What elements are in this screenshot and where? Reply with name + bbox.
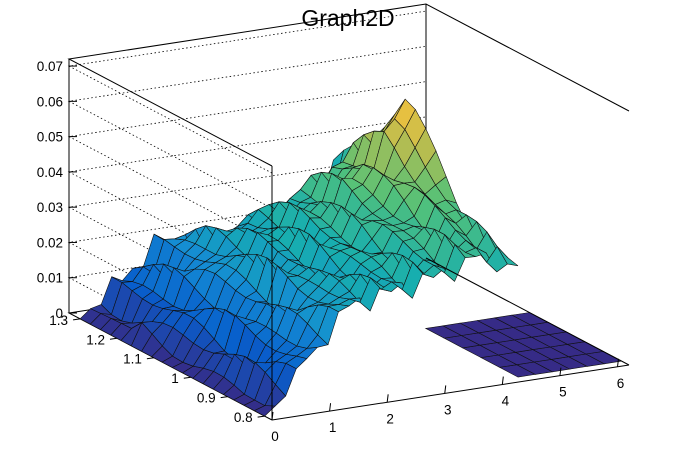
- z-tick-label: 0.01: [37, 271, 63, 286]
- y-tick-label: 1: [171, 371, 179, 386]
- x-tick: [559, 367, 562, 376]
- x-tick-label: 6: [617, 376, 625, 391]
- x-tick: [501, 376, 504, 385]
- surface: [79, 98, 623, 417]
- x-tick-label: 0: [271, 429, 279, 444]
- x-tick-label: 5: [559, 385, 567, 400]
- y-tick: [109, 337, 118, 340]
- top-back-edges: [67, 3, 630, 167]
- y-tick: [73, 318, 81, 321]
- x-tick: [616, 358, 619, 367]
- y-tick-label: 1.3: [49, 313, 68, 328]
- y-tick: [183, 376, 191, 379]
- z-tick-label: 0.05: [37, 130, 63, 145]
- y-tick-label: 0.8: [234, 410, 253, 425]
- z-axis: 0 0.01 0.02 0.03 0.04 0.05 0.06 0.07: [37, 59, 77, 321]
- z-tick-label: 0.04: [37, 165, 64, 180]
- z-tick-label: 0.03: [37, 200, 63, 215]
- z-tick-label: 0.07: [37, 59, 63, 74]
- y-tick: [220, 396, 228, 399]
- x-tick: [271, 411, 274, 421]
- z-tick-label: 0.02: [37, 235, 63, 250]
- chart-title: Graph2D: [301, 5, 394, 31]
- x-tick-label: 1: [329, 420, 337, 435]
- x-tick-label: 3: [444, 402, 452, 417]
- x-axis: 0 1 2 3 4 5 6: [271, 358, 625, 444]
- surface-cell: [496, 246, 519, 267]
- right-floor-edge: [425, 257, 630, 366]
- front-floor-edge: [271, 364, 630, 421]
- x-tick-label: 4: [502, 394, 510, 409]
- y-tick: [257, 415, 265, 418]
- z-tick-label: 0: [55, 306, 63, 321]
- y-axis: 0.8 0.9 1 1.1 1.2 1.3: [49, 313, 265, 425]
- x-tick: [386, 394, 389, 403]
- y-tick-label: 0.9: [197, 391, 216, 406]
- x-tick: [329, 403, 332, 412]
- y-tick: [146, 357, 154, 360]
- z-tick-label: 0.06: [37, 94, 63, 109]
- y-tick-label: 1.2: [86, 332, 105, 347]
- x-tick: [444, 385, 447, 394]
- front-frame: [271, 166, 630, 421]
- x-tick-label: 2: [386, 411, 394, 426]
- y-tick-label: 1.1: [123, 352, 142, 367]
